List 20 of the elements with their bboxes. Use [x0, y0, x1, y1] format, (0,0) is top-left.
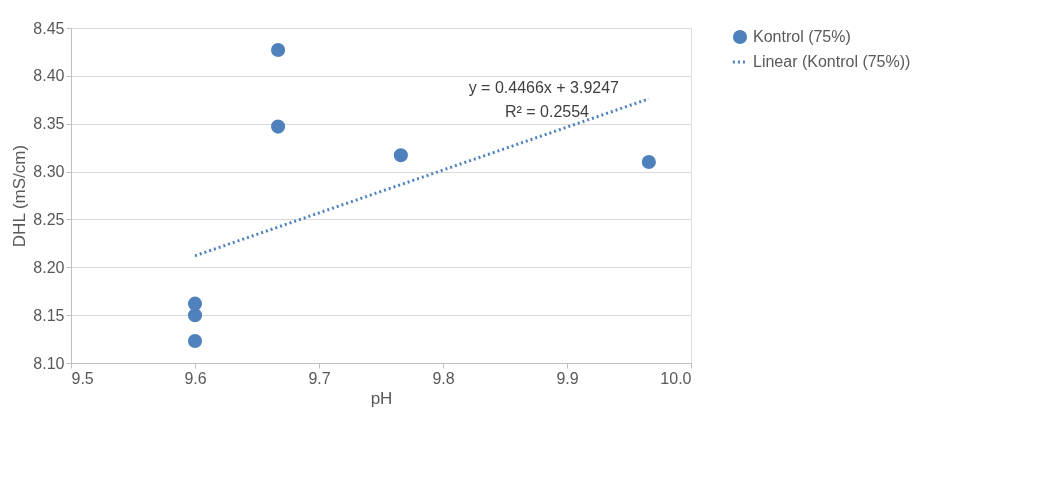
y-tick-label: 8.15	[33, 306, 65, 324]
x-tick-label: 10.0	[660, 369, 692, 387]
y-axis-title: DHL (mS/cm)	[10, 144, 30, 248]
x-tick-label: 9.9	[556, 369, 579, 387]
y-tick-label: 8.10	[33, 354, 65, 372]
x-tick-label: 9.6	[184, 369, 207, 387]
y-tick-label: 8.20	[33, 258, 65, 276]
x-tick-label: 9.8	[432, 369, 455, 387]
y-tick-label: 8.35	[33, 115, 65, 133]
x-tick-label: 9.7	[308, 369, 331, 387]
y-tick-label: 8.25	[33, 210, 65, 228]
y-tick-label: 8.40	[33, 67, 65, 85]
annotation: R² = 0.2554	[504, 103, 590, 120]
annotation: y = 0.4466x + 3.9247	[468, 79, 620, 96]
legend-label: Linear (Kontrol (75%))	[753, 53, 911, 70]
x-tick-label: 9.5	[71, 369, 94, 387]
y-tick-label: 8.45	[33, 19, 65, 37]
legend-label: Kontrol (75%)	[753, 28, 851, 45]
y-tick-label: 8.30	[33, 163, 65, 181]
x-axis-title: pH	[370, 388, 393, 408]
